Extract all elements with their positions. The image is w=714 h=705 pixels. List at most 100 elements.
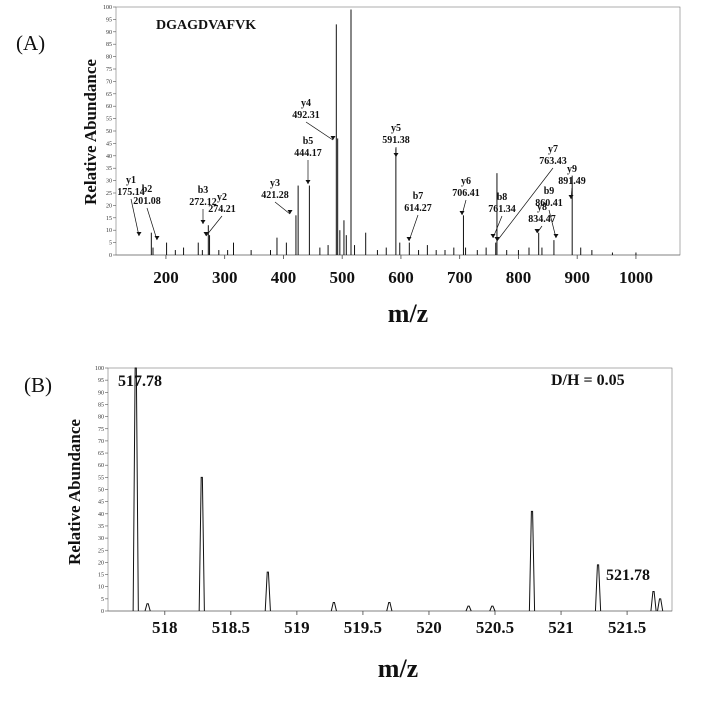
ion-label-y9: y9 [567, 164, 577, 175]
ion-arrowhead-y9 [568, 195, 574, 199]
panel-b-x-axis-title: m/z [378, 654, 418, 683]
ion-label-y6: y6 [461, 176, 471, 187]
ion-leader-y1 [130, 198, 140, 237]
panel-b-peak [132, 367, 139, 612]
panel-a-y-tick-label: 20 [106, 203, 112, 209]
ion-label-y5: y5 [391, 123, 401, 134]
panel-b-y-tick-label: 25 [98, 548, 104, 554]
ion-arrowhead-y5 [393, 153, 399, 157]
ion-leader-b7 [408, 214, 419, 242]
ion-arrowhead-b9 [553, 234, 559, 238]
panel-a-y-tick-label: 0 [109, 253, 112, 259]
ion-arrowhead-y4 [330, 136, 336, 140]
panel-a-x-tick-label: 1000 [619, 268, 653, 287]
panel-a-y-tick-label: 55 [106, 117, 112, 123]
ion-arrowhead-y6 [459, 211, 465, 215]
ion-label-b8: b8 [497, 192, 508, 203]
ion-label-b7: b7 [413, 191, 424, 202]
panel-a-x-tick-label: 600 [388, 268, 414, 287]
panel-b-x-tick-label: 518.5 [212, 618, 250, 637]
panel-b-plot: 0 5 10 15 20 25 30 35 40 45 50 55 60 65 70 75 80 85 90 95 10… [95, 366, 673, 637]
panel-a-y-tick-label: 5 [109, 241, 112, 247]
panel-b-y-tick-label: 40 [98, 512, 104, 518]
panel-a-y-tick-label: 65 [106, 92, 112, 98]
panel-b-peak [528, 510, 536, 612]
ion-mz-b9: 860.41 [535, 198, 563, 209]
ion-label-b5: b5 [303, 136, 314, 147]
ion-label-b3: b3 [198, 185, 209, 196]
panel-a-x-tick-label: 300 [212, 268, 238, 287]
panel-b-plot-frame [107, 367, 673, 612]
panel-a-y-tick-label: 75 [106, 67, 112, 73]
panel-a-y-tick-label: 25 [106, 191, 112, 197]
panel-b-y-tick-label: 55 [98, 475, 104, 481]
ion-leader-y2 [205, 215, 223, 237]
ion-leader-y7 [496, 167, 554, 242]
panel-b-x-tick-label: 519 [284, 618, 310, 637]
panel-a-y-tick-label: 60 [106, 104, 112, 110]
ion-mz-y2: 274.21 [208, 204, 236, 215]
panel-a-y-tick-label: 85 [106, 42, 112, 48]
panel-a-x-tick-label: 500 [329, 268, 355, 287]
panel-b-peak [465, 605, 472, 612]
ion-mz-y9: 891.49 [558, 176, 586, 187]
panel-b-peak [386, 601, 393, 612]
panel-b-y-tick-label: 60 [98, 463, 104, 469]
panel-b-y-tick-label: 30 [98, 536, 104, 542]
panel-a-label: (A) [16, 31, 45, 55]
panel-b-x-tick-label: 520.5 [476, 618, 514, 637]
ion-label-y7: y7 [548, 144, 558, 155]
panel-a-y-tick-label: 100 [103, 5, 112, 11]
ion-arrowhead-y8 [534, 229, 540, 233]
panel-b-y-tick-label: 80 [98, 415, 104, 421]
ion-label-y3: y3 [270, 178, 280, 189]
ion-label-y8: y8 [537, 202, 547, 213]
ion-arrowhead-b8 [490, 234, 496, 238]
panel-a-y-tick-label: 95 [106, 17, 112, 23]
panel-b-peak-label: 521.78 [606, 567, 650, 584]
panel-a-y-tick-label: 80 [106, 55, 112, 61]
ion-mz-b5: 444.17 [294, 148, 322, 159]
ion-arrowhead-b5 [305, 180, 311, 184]
ion-leader-b2 [146, 207, 158, 241]
ion-mz-b7: 614.27 [404, 203, 432, 214]
ion-mz-b3: 272.12 [189, 197, 217, 208]
panel-a-x-tick-label: 200 [153, 268, 179, 287]
panel-b-y-tick-label: 35 [98, 524, 104, 530]
panel-b-y-tick-label: 10 [98, 585, 104, 591]
panel-b-peak [657, 598, 664, 612]
ion-arrowhead-y7 [494, 237, 500, 241]
panel-b-peak [144, 603, 151, 612]
panel-b-x-tick-label: 521.5 [608, 618, 646, 637]
ion-label-y4: y4 [301, 98, 311, 109]
ion-mz-y8: 834.47 [528, 214, 556, 225]
ion-mz-y7: 763.43 [539, 156, 567, 167]
panel-b-y-tick-label: 95 [98, 378, 104, 384]
panel-b-y-tick-label: 0 [101, 609, 104, 615]
ion-arrowhead-y2 [203, 232, 209, 236]
panel-b-y-tick-label: 85 [98, 402, 104, 408]
panel-a-y-tick-label: 30 [106, 179, 112, 185]
panel-b-peak [594, 564, 602, 612]
panel-b-ratio-annotation: D/H = 0.05 [551, 372, 625, 389]
panel-b-y-tick-label: 15 [98, 573, 104, 579]
panel-b-x-tick-label: 519.5 [344, 618, 382, 637]
ion-leader-y8 [536, 225, 543, 234]
panel-a-y-tick-label: 35 [106, 166, 112, 172]
ion-mz-y6: 706.41 [452, 188, 480, 199]
ion-label-y2: y2 [217, 192, 227, 203]
ion-leader-y3 [274, 201, 291, 215]
ion-mz-b2: 201.08 [133, 196, 161, 207]
panel-b-y-tick-label: 90 [98, 390, 104, 396]
panel-a-x-tick-label: 800 [506, 268, 532, 287]
panel-a-x-tick-label: 900 [564, 268, 590, 287]
panel-b-label: (B) [24, 373, 52, 397]
panel-a-y-tick-label: 70 [106, 79, 112, 85]
panel-b-peak [198, 476, 205, 612]
panel-a-y-tick-label: 15 [106, 216, 112, 222]
panel-b-y-tick-label: 65 [98, 451, 104, 457]
panel-a-y-tick-label: 50 [106, 129, 112, 135]
panel-b-x-tick-label: 520 [416, 618, 442, 637]
panel-a-x-tick-label: 400 [271, 268, 297, 287]
